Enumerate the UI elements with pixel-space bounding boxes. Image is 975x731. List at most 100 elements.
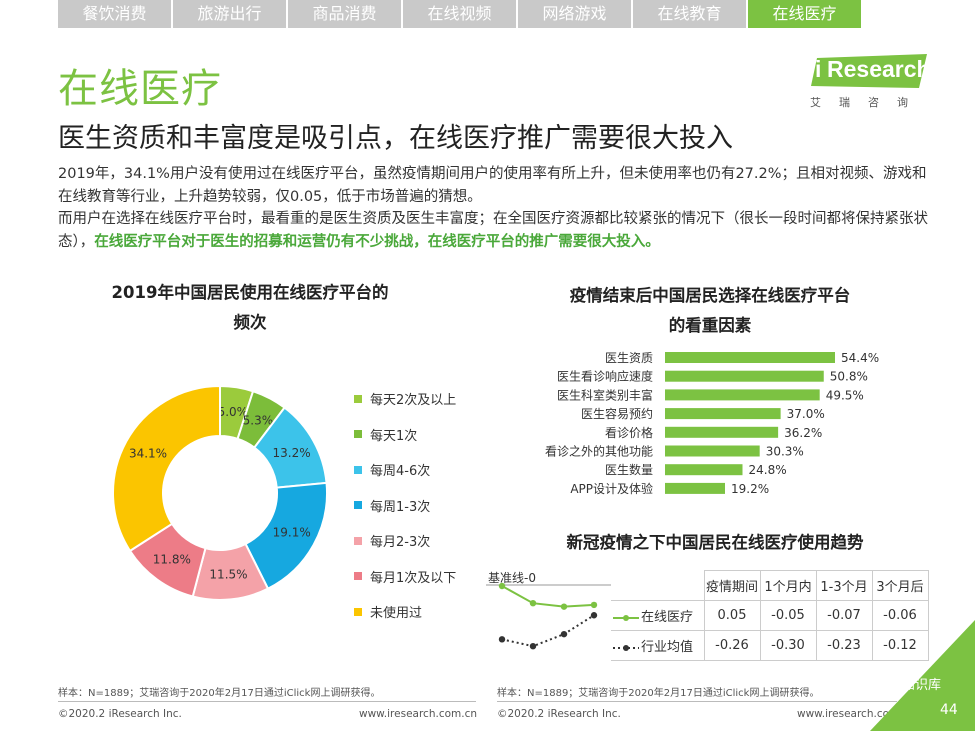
bar-category-7: 医生数量 [605,462,653,477]
donut-legend: 每天2次及以上 每天1次 每周4-6次 每周1-3次 每月2-3次 每月1次及以下 未使用过 [354,381,456,630]
intro-line-1: 2019年，34.1%用户没有使用过在线医疗平台，虽然疫情期间用户的使用率有所上… [58,166,927,205]
intro-line-2: 而用户在选择在线医疗平台时，最看重的是医生资质及医生丰富度；在全国医疗资源都比较… [58,208,928,253]
iresearch-logo: i Research 艾瑞咨询 [807,54,931,109]
footer-copyright-right: ©2020.2 iResearch Inc. [497,708,621,720]
donut-label-7: 34.1% [129,447,167,461]
table-header-1: 疫情期间 [703,570,761,601]
corner-decoration [870,620,975,731]
legend-item-7: 未使用过 [354,594,456,630]
trend-line-1 [501,585,595,608]
legend-swatch [354,607,362,616]
tab-4[interactable]: 在线视频 [403,0,516,28]
tab-6[interactable]: 在线教育 [633,0,746,28]
legend-label: 每月2-3次 [370,535,431,551]
bar-8 [665,482,725,494]
legend-swatch [354,465,362,474]
watermark-text: 知识库 [902,677,942,693]
legend-swatch [354,430,362,439]
donut-chart: 5.0%5.3% 13.2% 19.1% 11.5% 11.8% 34.1% [112,384,328,601]
trend-line-2 [501,614,595,648]
trend-point-2-2 [529,643,537,650]
table-header-4: 3个月后 [871,570,929,601]
trend-point-1-3 [560,603,568,610]
page-title: 在线医疗 [58,66,222,112]
donut-label-3: 13.2% [273,446,311,460]
bar-2 [665,370,824,382]
intro-highlight: 在线医疗平台对于医生的招募和运营仍有不少挑战，在线医疗平台的推广需要很大投入。 [94,233,660,250]
bar-4 [665,408,781,420]
donut-label-5: 11.5% [209,568,247,582]
bar-3 [665,389,820,401]
tab-2[interactable]: 旅游出行 [173,0,286,28]
table-cell: 0.05 [703,600,761,631]
donut-chart-title: 2019年中国居民使用在线医疗平台的 频次 [90,278,410,338]
bar-title-line-1: 疫情结束后中国居民选择在线医疗平台 [569,286,851,305]
legend-item-1: 每天2次及以上 [354,381,456,417]
bar-category-3: 医生科室类别丰富 [557,387,653,402]
donut-label-1: 5.0% [218,405,249,419]
donut-label-4: 19.1% [273,526,311,540]
trend-point-1-4 [590,601,598,609]
bar-value-5: 36.2% [784,426,822,440]
footer-divider-right [497,701,897,702]
legend-item-2: 每天1次 [354,417,456,453]
series-name: 在线医疗 [641,610,694,625]
logo-subtitle: 艾瑞咨询 [810,96,926,109]
bar-6 [665,445,760,457]
donut-label-6: 11.8% [153,552,191,566]
table-cell: -0.30 [759,630,817,661]
legend-swatch [354,536,362,545]
trend-table: 疫情期间 1个月内 1-3个月 3个月后 在线医疗 0.05 -0.05 -0.07 -0.06… [611,570,929,661]
trend-point-2-3 [560,630,568,638]
tab-5[interactable]: 网络游戏 [518,0,631,28]
watermark: 知识库 [878,672,970,694]
trend-point-2-4 [590,612,598,619]
trend-point-1-2 [529,600,537,607]
tab-3[interactable]: 商品消费 [288,0,401,28]
bar-5 [665,426,779,438]
table-cell: -0.12 [871,630,929,661]
trend-chart-title: 新冠疫情之下中国居民在线医疗使用趋势 [566,533,864,552]
footer-url-left: www.iresearch.com.cn [359,708,478,720]
page-number: 44 [940,702,958,718]
bar-7 [665,464,743,476]
trend-point-2-1 [498,636,506,643]
bar-value-1: 54.4% [841,351,879,365]
legend-item-4: 每周1-3次 [354,488,456,524]
footer-copyright-left: ©2020.2 iResearch Inc. [58,708,182,720]
table-cell: -0.23 [815,630,873,661]
bar-title-line-2: 的看重因素 [668,316,752,335]
category-tabs: 餐饮消费 旅游出行 商品消费 在线视频 网络游戏 在线教育 在线医疗 [58,0,863,28]
page-subtitle: 医生资质和丰富度是吸引点，在线医疗推广需要很大投入 [58,123,733,154]
donut-title-line-1: 2019年中国居民使用在线医疗平台的 [111,283,389,302]
bar-value-4: 37.0% [787,407,825,421]
series-key-1 [613,614,639,621]
intro-paragraph: 2019年，34.1%用户没有使用过在线医疗平台，虽然疫情期间用户的使用率有所上… [58,163,928,253]
table-corner [611,570,705,601]
donut-title-line-2: 频次 [233,313,267,332]
bar-value-7: 24.8% [749,463,787,477]
bar-category-5: 看诊价格 [605,425,653,440]
donut-label-2: 5.3% [243,413,274,427]
legend-swatch [354,501,362,510]
series-label-2: 行业均值 [611,630,705,661]
legend-item-5: 每月2-3次 [354,523,456,559]
bar-chart: 医生资质 54.4% 医生看诊响应速度 50.8% 医生科室类别丰富 49.5% 医生容易预… [545,351,879,496]
legend-item-3: 每周4-6次 [354,452,456,488]
trend-chart: 基准线-0 [486,571,611,650]
bar-category-2: 医生看诊响应速度 [557,369,653,384]
donut-slice-7 [112,384,221,553]
trend-point-1-1 [498,582,506,590]
tab-1[interactable]: 餐饮消费 [58,0,171,28]
legend-label: 未使用过 [370,606,423,622]
bar-value-6: 30.3% [766,445,804,459]
logo-banner [811,54,927,88]
table-cell: -0.26 [703,630,761,661]
tab-7[interactable]: 在线医疗 [748,0,861,28]
legend-label: 每周4-6次 [370,464,431,480]
bar-category-6: 看诊之外的其他功能 [545,444,653,459]
source-note-right: 样本：N=1889；艾瑞咨询于2020年2月17日通过iClick网上调研获得。 [497,688,820,699]
source-note-left: 样本：N=1889；艾瑞咨询于2020年2月17日通过iClick网上调研获得。 [58,688,381,699]
footer-divider-left [58,701,476,702]
intro-line-2-text: 而用户在选择在线医疗平台时，最看重的是医生资质及医生丰富度；在全国医疗资源都比较… [58,211,928,250]
